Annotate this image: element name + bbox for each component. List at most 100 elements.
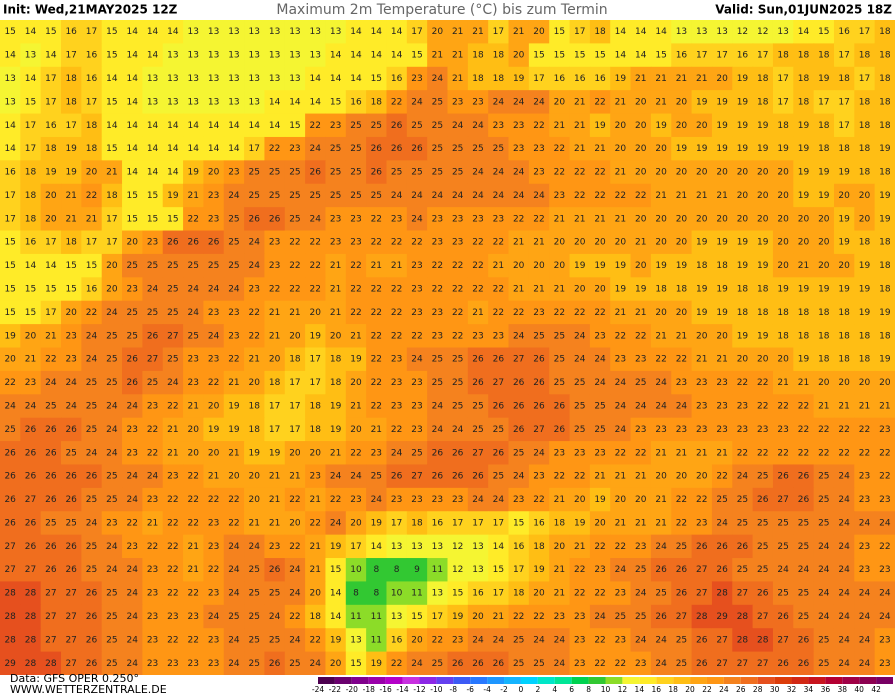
temp-cell bbox=[447, 277, 469, 302]
temp-cell bbox=[589, 66, 611, 91]
temp-label: 22 bbox=[86, 308, 97, 318]
data-source: Data: GFS OPER 0.250° bbox=[10, 672, 139, 685]
temp-label: 20 bbox=[574, 238, 586, 248]
temp-label: 19 bbox=[859, 308, 871, 318]
temp-label: 26 bbox=[208, 238, 220, 248]
temp-cell bbox=[0, 347, 21, 372]
temp-cell bbox=[833, 90, 855, 115]
temp-label: 24 bbox=[411, 659, 423, 669]
temp-label: 18 bbox=[472, 51, 484, 61]
temp-cell bbox=[101, 534, 123, 559]
temp-label: 23 bbox=[188, 612, 199, 622]
temp-label: 25 bbox=[249, 589, 260, 599]
temp-label: 21 bbox=[777, 378, 788, 388]
temp-cell bbox=[162, 230, 184, 255]
temp-cell bbox=[467, 581, 489, 606]
temp-cell bbox=[61, 90, 82, 115]
temp-cell bbox=[467, 604, 489, 629]
temp-cell bbox=[488, 324, 510, 348]
temp-label: 26 bbox=[147, 331, 159, 341]
temp-cell bbox=[711, 347, 733, 372]
temp-cell bbox=[650, 20, 672, 44]
temp-cell bbox=[528, 113, 550, 138]
temp-cell bbox=[711, 160, 733, 185]
temp-cell bbox=[101, 230, 123, 255]
colorbar-swatch bbox=[368, 677, 386, 684]
temp-label: 24 bbox=[533, 191, 545, 201]
temp-label: 26 bbox=[86, 589, 98, 599]
temp-cell bbox=[142, 417, 164, 442]
temp-label: 20 bbox=[676, 472, 688, 482]
temp-label: 19 bbox=[167, 191, 179, 201]
temp-label: 22 bbox=[228, 518, 239, 528]
temp-label: 22 bbox=[350, 261, 361, 271]
temp-cell bbox=[20, 160, 42, 185]
temp-cell bbox=[223, 347, 245, 372]
temp-label: 24 bbox=[615, 425, 627, 435]
temp-label: 18 bbox=[310, 425, 322, 435]
temp-label: 24 bbox=[716, 518, 728, 528]
temp-cell bbox=[20, 464, 42, 489]
temp-label: 20 bbox=[655, 168, 667, 178]
temp-cell bbox=[325, 277, 347, 302]
temp-cell bbox=[528, 370, 550, 395]
temp-label: 24 bbox=[86, 448, 98, 458]
temp-cell bbox=[40, 464, 62, 489]
temp-cell bbox=[630, 20, 652, 44]
temp-label: 23 bbox=[635, 355, 646, 365]
temp-cell bbox=[305, 277, 326, 302]
temp-cell bbox=[549, 347, 571, 372]
temp-label: 21 bbox=[533, 238, 544, 248]
temp-label: 20 bbox=[615, 238, 627, 248]
temp-label: 22 bbox=[167, 542, 178, 552]
temp-label: 22 bbox=[391, 308, 402, 318]
temp-cell bbox=[142, 604, 164, 629]
temp-label: 24 bbox=[228, 565, 240, 575]
temp-label: 24 bbox=[289, 635, 301, 645]
temp-cell bbox=[508, 558, 530, 582]
temp-label: 21 bbox=[879, 401, 890, 411]
temp-cell bbox=[549, 511, 571, 536]
temp-label: 21 bbox=[188, 401, 199, 411]
temp-label: 18 bbox=[249, 401, 261, 411]
temp-cell bbox=[711, 511, 733, 536]
temp-label: 23 bbox=[106, 518, 117, 528]
temp-label: 24 bbox=[838, 635, 850, 645]
temp-cell bbox=[61, 43, 82, 68]
temp-label: 19 bbox=[798, 121, 810, 131]
temp-label: 17 bbox=[411, 27, 422, 37]
temp-cell bbox=[203, 417, 225, 442]
temp-label: 23 bbox=[737, 401, 748, 411]
temp-cell bbox=[671, 628, 693, 653]
temp-cell bbox=[81, 324, 103, 348]
temp-label: 23 bbox=[696, 425, 707, 435]
temp-label: 20 bbox=[249, 378, 261, 388]
temp-label: 20 bbox=[777, 238, 789, 248]
temp-label: 18 bbox=[757, 285, 769, 295]
temp-cell bbox=[874, 324, 895, 348]
temp-label: 19 bbox=[879, 355, 891, 365]
temp-label: 22 bbox=[554, 144, 565, 154]
temp-cell bbox=[264, 441, 286, 465]
temp-cell bbox=[162, 417, 184, 442]
temp-label: 23 bbox=[25, 378, 36, 388]
temp-label: 15 bbox=[289, 121, 300, 131]
temp-label: 23 bbox=[615, 355, 626, 365]
temp-cell bbox=[427, 628, 448, 653]
temp-label: 14 bbox=[330, 74, 342, 84]
temp-label: 23 bbox=[615, 589, 626, 599]
temp-cell bbox=[833, 581, 855, 606]
temp-label: 22 bbox=[676, 355, 687, 365]
temp-label: 18 bbox=[737, 285, 749, 295]
temp-cell bbox=[223, 300, 245, 325]
temp-label: 18 bbox=[798, 308, 810, 318]
temp-cell bbox=[40, 90, 62, 115]
temp-cell bbox=[569, 511, 591, 536]
temp-cell bbox=[406, 558, 428, 582]
temp-cell bbox=[122, 487, 143, 512]
temp-cell bbox=[793, 604, 815, 629]
temp-label: 25 bbox=[289, 191, 300, 201]
temp-cell bbox=[610, 160, 632, 185]
temp-label: 13 bbox=[208, 97, 219, 107]
temp-label: 29 bbox=[716, 612, 728, 622]
